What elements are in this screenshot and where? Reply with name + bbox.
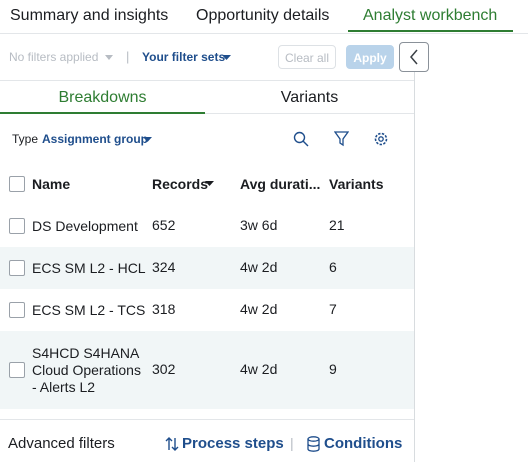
cell: 324: [152, 259, 176, 275]
cell: 6: [329, 259, 337, 275]
type-label: Type: [12, 132, 39, 146]
cell: 3w 6d: [240, 217, 278, 233]
cell: 318: [152, 301, 176, 317]
settings-icon[interactable]: [373, 131, 389, 147]
column-header[interactable]: Avg durati...: [240, 176, 321, 192]
caret: [222, 55, 231, 60]
cell: 7: [329, 301, 337, 317]
table-row[interactable]: [0, 331, 414, 409]
separator: |: [126, 49, 130, 64]
conditions-link[interactable]: Conditions: [324, 435, 403, 452]
database-icon: [307, 436, 320, 452]
clear-all-button[interactable]: Clear all: [278, 45, 336, 69]
subtab[interactable]: Variants: [280, 89, 339, 106]
divider: [205, 113, 414, 114]
subtab-active[interactable]: Breakdowns: [58, 89, 147, 106]
panel-border: [414, 72, 415, 462]
cell-name: ECS SM L2 - TCS: [32, 301, 146, 318]
tab-underline: [348, 30, 513, 32]
sort-caret: [205, 181, 214, 186]
search-icon[interactable]: [293, 131, 309, 147]
tab[interactable]: Opportunity details: [196, 7, 330, 24]
divider: [0, 33, 528, 34]
filter-icon[interactable]: [334, 131, 349, 147]
filter-sets[interactable]: Your filter sets: [142, 50, 226, 64]
tab[interactable]: Summary and insights: [10, 7, 169, 24]
cell-name: - Alerts L2: [32, 378, 96, 395]
checkbox[interactable]: [9, 362, 25, 378]
cell: 21: [329, 217, 345, 233]
divider: [0, 419, 414, 420]
divider: [0, 80, 414, 81]
cell-name: Cloud Operations: [32, 361, 141, 378]
cell: 652: [152, 217, 176, 233]
separator: |: [290, 435, 294, 451]
cell: 4w 2d: [240, 301, 278, 317]
caret: [105, 55, 113, 60]
caret: [143, 137, 152, 142]
column-header[interactable]: Name: [32, 176, 71, 192]
column-header[interactable]: Records: [152, 176, 209, 192]
cell: 4w 2d: [240, 361, 278, 377]
sort-icon: [165, 437, 179, 451]
checkbox[interactable]: [9, 302, 25, 318]
cell: 302: [152, 361, 176, 377]
checkbox[interactable]: [9, 176, 25, 192]
subtab-underline: [0, 112, 205, 114]
chevron-icon: [410, 49, 418, 65]
collapse-button[interactable]: [399, 42, 429, 72]
cell-name: S4HCD S4HANA: [32, 344, 140, 361]
cell: 9: [329, 361, 337, 377]
checkbox[interactable]: [9, 260, 25, 276]
process-steps-link[interactable]: Process steps: [182, 435, 284, 452]
cell-name: ECS SM L2 - HCL: [32, 259, 146, 276]
type-select[interactable]: Assignment group: [42, 132, 149, 146]
column-header[interactable]: Variants: [329, 176, 384, 192]
no-filters[interactable]: No filters applied: [9, 50, 99, 64]
tab-active[interactable]: Analyst workbench: [363, 7, 498, 24]
checkbox[interactable]: [9, 218, 25, 234]
advanced-filters: Advanced filters: [8, 435, 115, 452]
table-row[interactable]: [0, 247, 414, 289]
cell-name: DS Development: [32, 217, 138, 234]
apply-button[interactable]: Apply: [346, 45, 394, 69]
cell: 4w 2d: [240, 259, 278, 275]
